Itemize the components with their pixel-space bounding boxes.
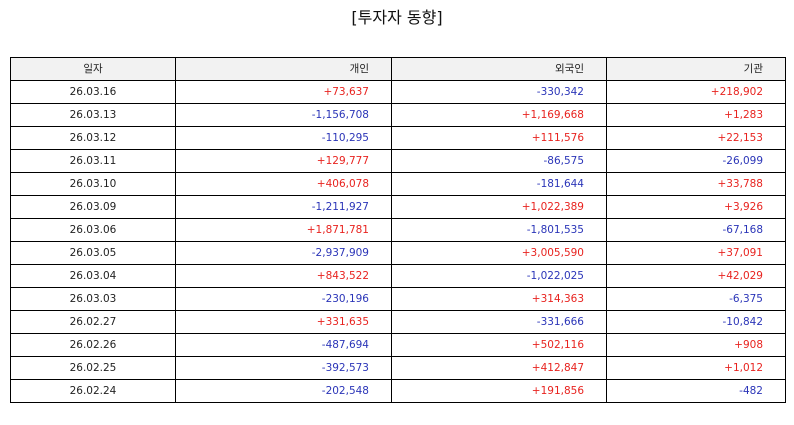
table-row: 26.02.25 -392,573 +412,847 +1,012 <box>10 356 786 380</box>
cell-institution: +3,926 <box>606 195 786 219</box>
cell-institution: -482 <box>606 379 786 403</box>
cell-individual: -1,211,927 <box>175 195 392 219</box>
cell-institution: +37,091 <box>606 241 786 265</box>
cell-individual: -392,573 <box>175 356 392 380</box>
cell-individual: -110,295 <box>175 126 392 150</box>
table-row: 26.03.09 -1,211,927 +1,022,389 +3,926 <box>10 195 786 219</box>
cell-institution: +1,012 <box>606 356 786 380</box>
cell-foreign: +1,022,389 <box>391 195 607 219</box>
cell-foreign: -331,666 <box>391 310 607 334</box>
cell-institution: -67,168 <box>606 218 786 242</box>
table-body: 26.03.16 +73,637 -330,342 +218,902 26.03.13-… <box>10 80 786 403</box>
cell-date: 26.03.09 <box>10 195 176 219</box>
cell-foreign: +314,363 <box>391 287 607 311</box>
cell-institution: +908 <box>606 333 786 357</box>
cell-institution: +33,788 <box>606 172 786 196</box>
table-row: 26.03.13 -1,156,708 +1,169,668 +1,283 <box>10 103 786 127</box>
cell-individual: +129,777 <box>175 149 392 173</box>
table-header-row: 일자 개인 외국인 기관 <box>10 57 786 81</box>
cell-foreign: +412,847 <box>391 356 607 380</box>
cell-institution: +22,153 <box>606 126 786 150</box>
cell-institution: -26,099 <box>606 149 786 173</box>
cell-date: 26.03.03 <box>10 287 176 311</box>
cell-foreign: -1,801,535 <box>391 218 607 242</box>
cell-date: 26.03.10 <box>10 172 176 196</box>
cell-foreign: -86,575 <box>391 149 607 173</box>
cell-foreign: -181,644 <box>391 172 607 196</box>
cell-date: 26.03.11 <box>10 149 176 173</box>
table-row: 26.02.26 -487,694 +502,116 +908 <box>10 333 786 357</box>
cell-foreign: +191,856 <box>391 379 607 403</box>
cell-institution: -10,842 <box>606 310 786 334</box>
cell-date: 26.03.06 <box>10 218 176 242</box>
table-row: 26.03.06 +1,871,781 -1,801,535 -67,168 <box>10 218 786 242</box>
table-row: 26.03.04 +843,522 -1,022,025 +42,029 <box>10 264 786 288</box>
cell-foreign: -330,342 <box>391 80 607 104</box>
cell-foreign: +3,005,590 <box>391 241 607 265</box>
cell-date: 26.03.04 <box>10 264 176 288</box>
cell-foreign: +111,576 <box>391 126 607 150</box>
table-row: 26.03.12 -110,295 +111,576 +22,153 <box>10 126 786 150</box>
cell-institution: +42,029 <box>606 264 786 288</box>
cell-individual: -202,548 <box>175 379 392 403</box>
cell-foreign: -1,022,025 <box>391 264 607 288</box>
cell-date: 26.03.05 <box>10 241 176 265</box>
table-row: 26.03.11 +129,777 -86,575 -26,099 <box>10 149 786 173</box>
cell-date: 26.03.13 <box>10 103 176 127</box>
header-institution: 기관 <box>606 57 786 81</box>
page-title: [투자자 동향] <box>351 8 443 27</box>
cell-individual: -1,156,708 <box>175 103 392 127</box>
header-foreign: 외국인 <box>391 57 607 81</box>
investor-trend-table: 일자 개인 외국인 기관 26.03.16 +73,637 -330,342 +218… <box>10 57 786 403</box>
cell-individual: +843,522 <box>175 264 392 288</box>
cell-date: 26.03.16 <box>10 80 176 104</box>
cell-institution: -6,375 <box>606 287 786 311</box>
cell-date: 26.03.12 <box>10 126 176 150</box>
cell-institution: +1,283 <box>606 103 786 127</box>
cell-date: 26.02.25 <box>10 356 176 380</box>
cell-individual: +406,078 <box>175 172 392 196</box>
cell-individual: +331,635 <box>175 310 392 334</box>
table-row: 26.03.10 +406,078 -181,644 +33,788 <box>10 172 786 196</box>
header-individual: 개인 <box>175 57 392 81</box>
cell-individual: -230,196 <box>175 287 392 311</box>
header-date: 일자 <box>10 57 176 81</box>
cell-foreign: +1,169,668 <box>391 103 607 127</box>
table-row: 26.03.05 -2,937,909 +3,005,590 +37,091 <box>10 241 786 265</box>
table-row: 26.03.16 +73,637 -330,342 +218,902 <box>10 80 786 104</box>
cell-individual: -487,694 <box>175 333 392 357</box>
table-row: 26.02.27 +331,635 -331,666 -10,842 <box>10 310 786 334</box>
cell-institution: +218,902 <box>606 80 786 104</box>
cell-individual: +73,637 <box>175 80 392 104</box>
cell-date: 26.02.26 <box>10 333 176 357</box>
cell-foreign: +502,116 <box>391 333 607 357</box>
table-row: 26.03.03 -230,196 +314,363 -6,375 <box>10 287 786 311</box>
cell-date: 26.02.27 <box>10 310 176 334</box>
table-row: 26.02.24 -202,548 +191,856 -482 <box>10 379 786 403</box>
cell-individual: +1,871,781 <box>175 218 392 242</box>
cell-date: 26.02.24 <box>10 379 176 403</box>
cell-individual: -2,937,909 <box>175 241 392 265</box>
